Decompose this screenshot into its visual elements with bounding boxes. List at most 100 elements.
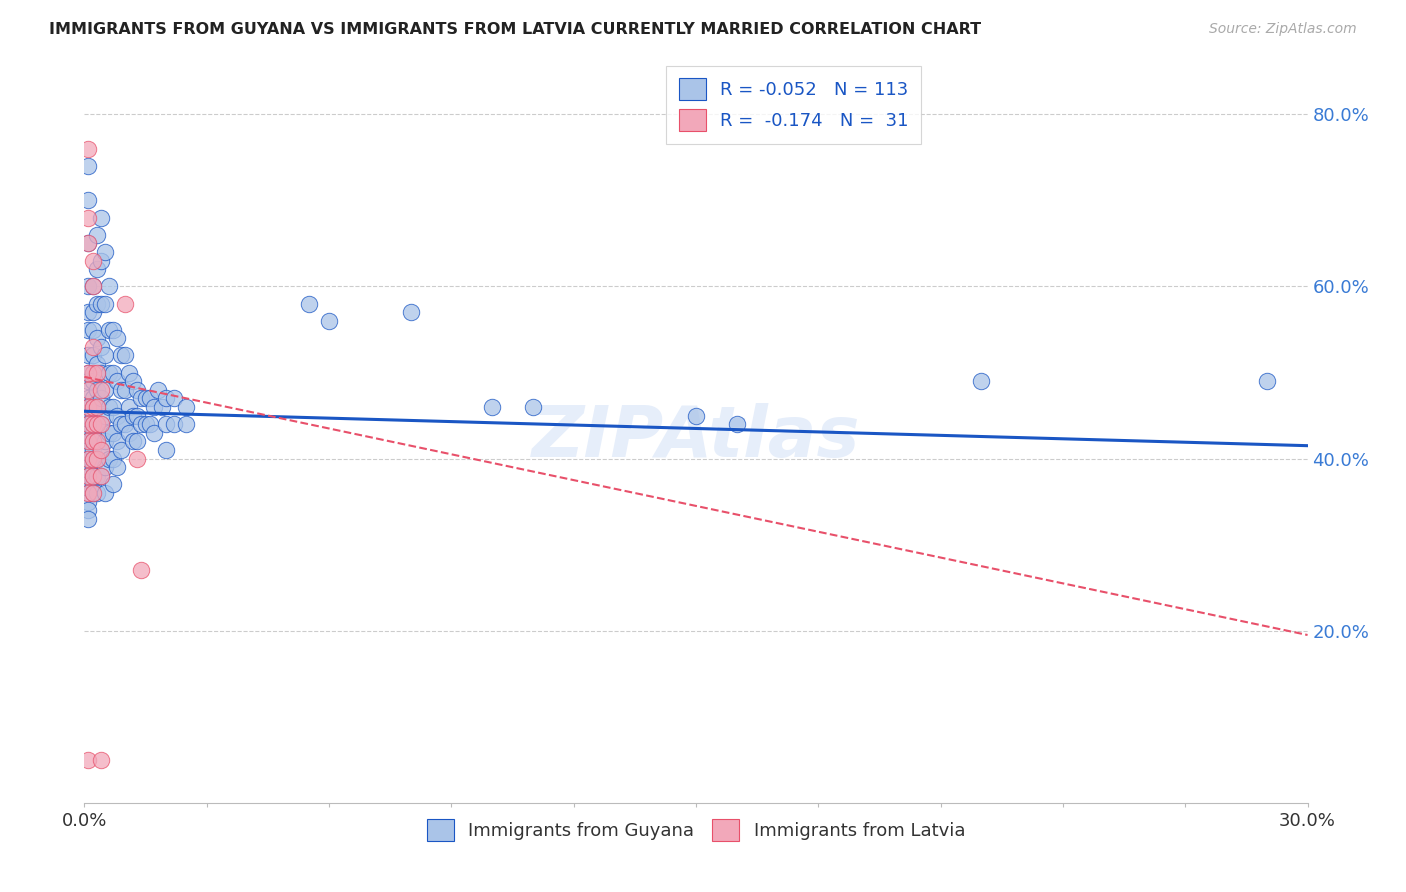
Point [82,400,104,414]
Point [77,392,100,406]
Point [77,236,100,251]
Point [82,417,104,432]
Point [93,383,115,397]
Point [86,486,108,500]
Point [93,486,115,500]
Point [90,211,112,225]
Point [90,468,112,483]
Point [135,392,157,406]
Point [77,194,100,208]
Point [77,159,100,173]
Point [86,434,108,449]
Text: Source: ZipAtlas.com: Source: ZipAtlas.com [1209,22,1357,37]
Point [77,142,100,156]
Point [77,366,100,380]
Point [135,417,157,432]
Point [131,564,153,578]
Point [86,400,108,414]
Point [82,486,104,500]
Point [110,417,132,432]
Point [77,236,100,251]
Point [82,340,104,354]
Point [90,383,112,397]
Point [82,366,104,380]
Point [77,211,100,225]
Point [685,409,707,423]
Point [101,425,124,440]
Point [131,417,153,432]
Point [82,486,104,500]
Point [127,434,149,449]
Point [77,434,100,449]
Point [82,442,104,457]
Point [93,296,115,310]
Point [399,305,422,319]
Point [77,468,100,483]
Point [82,409,104,423]
Point [97,279,120,293]
Point [82,366,104,380]
Point [522,400,544,414]
Point [77,417,100,432]
Point [77,477,100,491]
Point [86,451,108,466]
Point [174,417,197,432]
Point [298,296,321,310]
Point [77,753,100,767]
Point [105,374,128,388]
Point [725,417,748,432]
Point [90,753,112,767]
Point [82,468,104,483]
Point [86,417,108,432]
Point [138,392,160,406]
Point [101,366,124,380]
Point [77,494,100,508]
Point [118,400,141,414]
Point [82,279,104,293]
Point [142,400,165,414]
Point [146,383,169,397]
Point [82,400,104,414]
Point [101,400,124,414]
Point [90,340,112,354]
Text: ZIPAtlas: ZIPAtlas [531,402,860,472]
Point [77,374,100,388]
Point [77,468,100,483]
Point [77,451,100,466]
Point [86,227,108,242]
Point [86,434,108,449]
Point [93,348,115,362]
Point [105,409,128,423]
Point [86,366,108,380]
Point [82,425,104,440]
Point [90,417,112,432]
Point [131,392,153,406]
Point [77,486,100,500]
Point [82,279,104,293]
Point [82,468,104,483]
Point [77,425,100,440]
Point [93,460,115,475]
Point [110,442,132,457]
Point [127,383,149,397]
Point [77,409,100,423]
Point [155,392,177,406]
Point [77,460,100,475]
Point [97,400,120,414]
Point [77,400,100,414]
Point [163,417,186,432]
Point [318,314,340,328]
Point [481,400,503,414]
Point [82,417,104,432]
Point [155,442,177,457]
Point [77,512,100,526]
Point [90,468,112,483]
Point [110,383,132,397]
Point [82,434,104,449]
Text: IMMIGRANTS FROM GUYANA VS IMMIGRANTS FROM LATVIA CURRENTLY MARRIED CORRELATION C: IMMIGRANTS FROM GUYANA VS IMMIGRANTS FRO… [49,22,981,37]
Point [970,374,993,388]
Point [90,442,112,457]
Point [86,262,108,277]
Point [122,374,145,388]
Point [174,400,197,414]
